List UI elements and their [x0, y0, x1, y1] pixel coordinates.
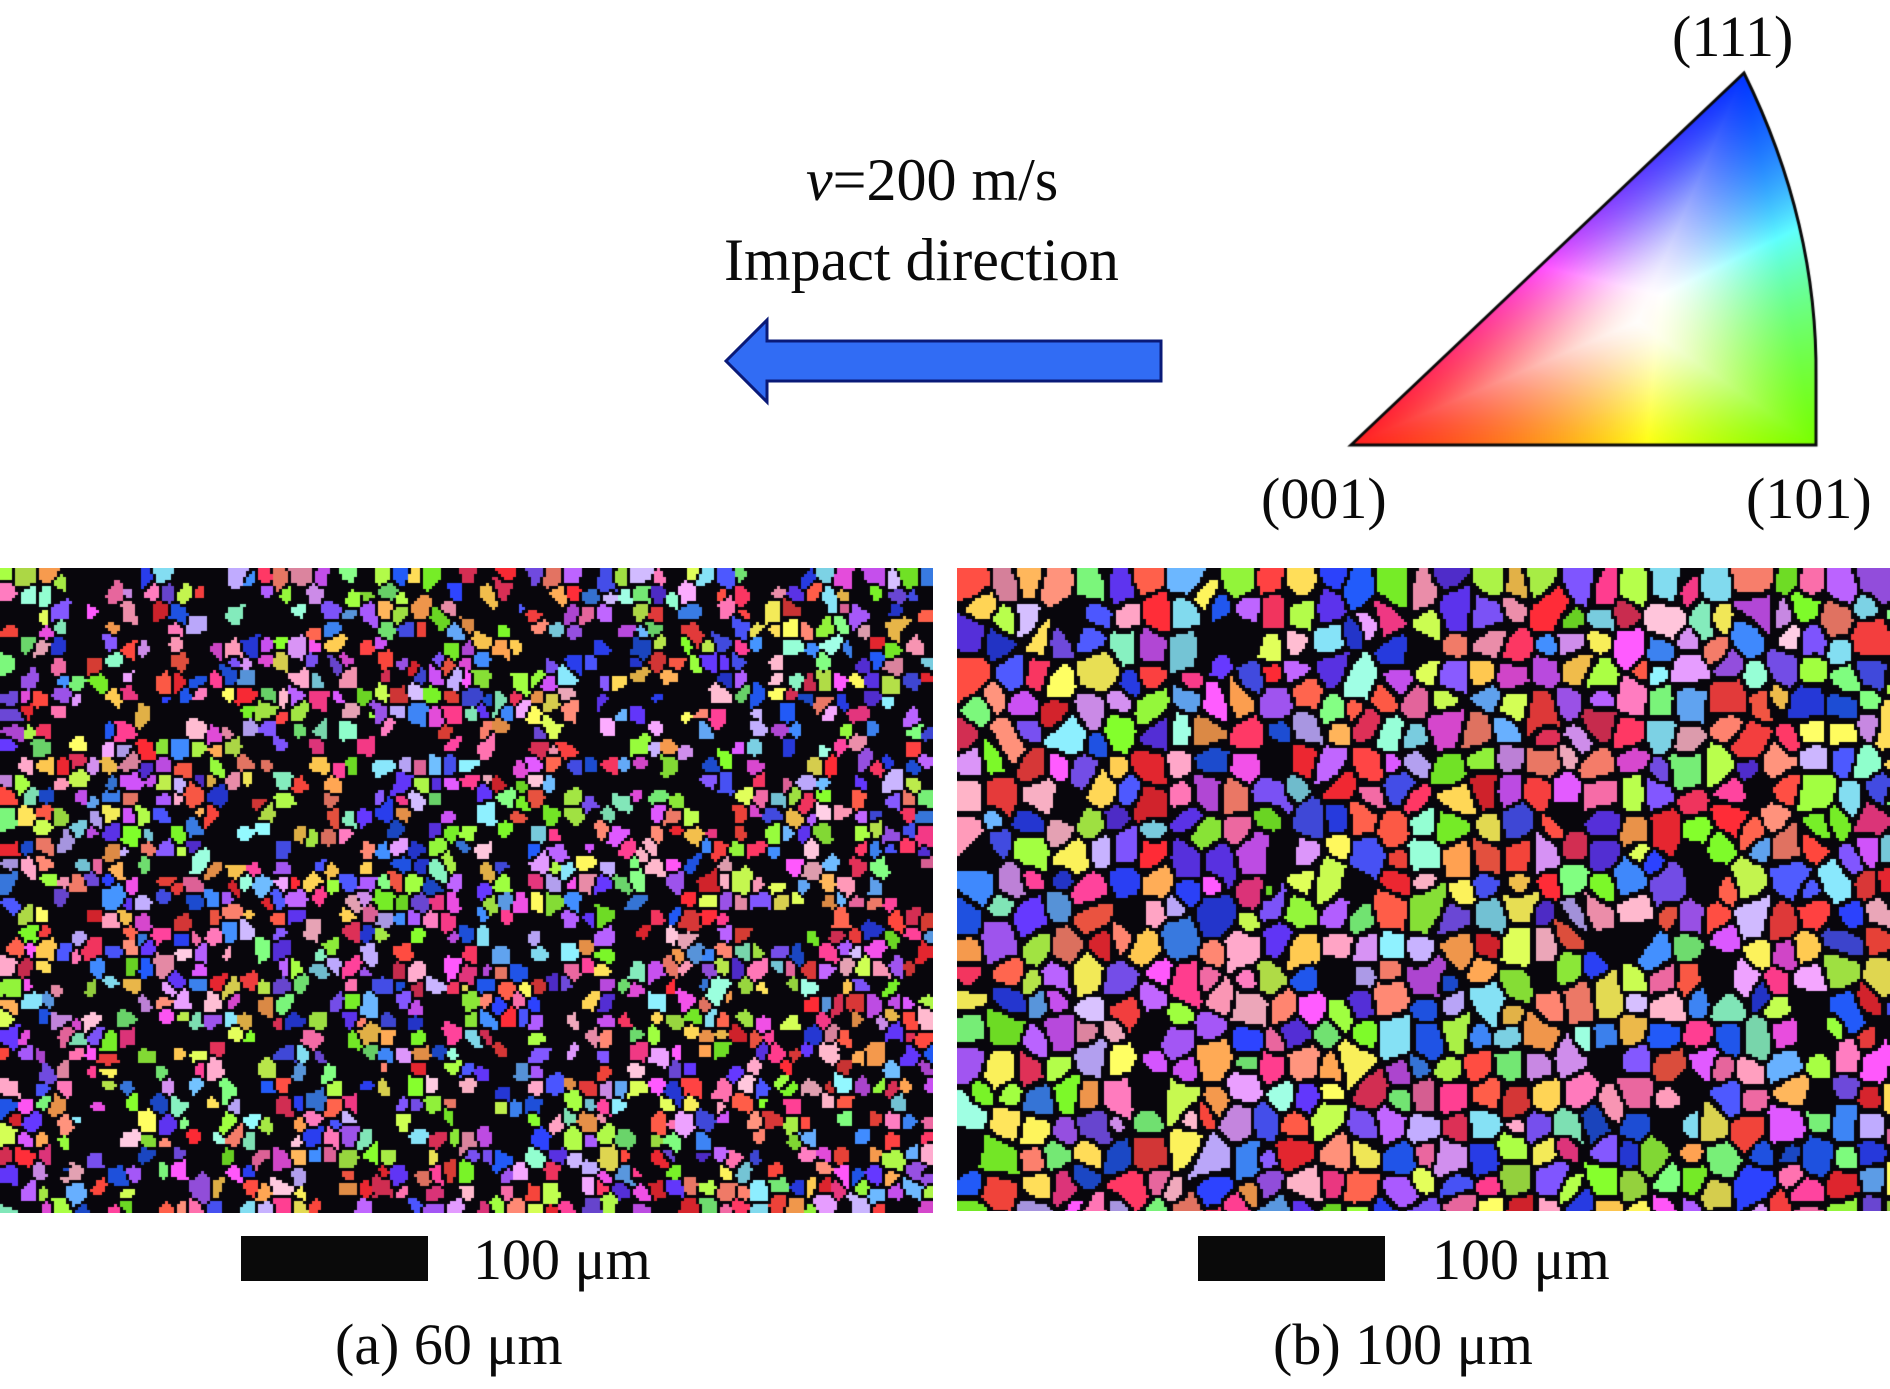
scale-bar-a — [241, 1236, 428, 1281]
ebsd-grain-map-b — [957, 568, 1890, 1211]
velocity-symbol: v — [806, 147, 833, 213]
pole-label-001: (001) — [1261, 466, 1387, 531]
scale-bar-label-b: 100 μm — [1432, 1227, 1610, 1292]
scale-bar-label-a: 100 μm — [473, 1227, 651, 1292]
pole-label-101: (101) — [1746, 466, 1872, 531]
ebsd-grain-map-a — [0, 568, 933, 1213]
arrow-shape — [723, 316, 1163, 406]
velocity-label: v=200 m/s — [806, 150, 1058, 210]
ipf-color-key-triangle — [1340, 64, 1820, 454]
scale-bar-b — [1198, 1236, 1385, 1281]
impact-direction-label: Impact direction — [724, 227, 1119, 293]
velocity-value: =200 m/s — [832, 147, 1059, 213]
caption-a: (a) 60 μm — [335, 1312, 563, 1377]
pole-label-111: (111) — [1672, 4, 1794, 69]
caption-b: (b) 100 μm — [1273, 1312, 1533, 1377]
